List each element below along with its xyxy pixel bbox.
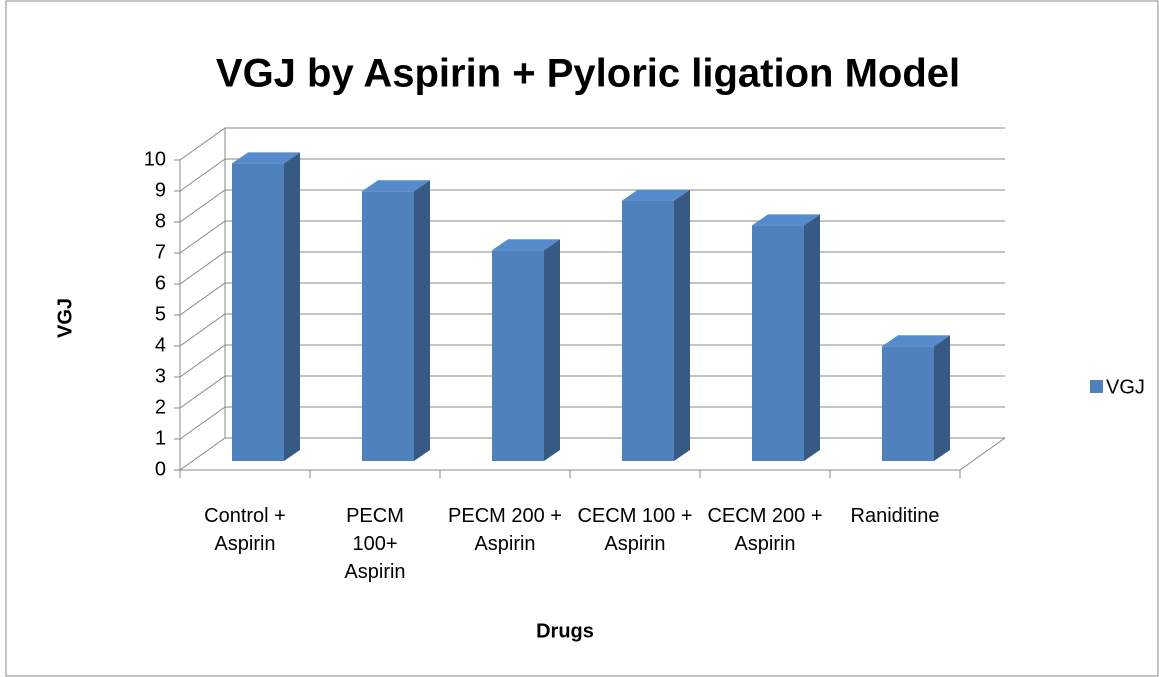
grid-line [179,282,1005,316]
grid-line [179,251,1005,285]
bar-face [414,180,430,462]
bar [622,189,690,461]
y-tick-label: 8 [155,210,166,232]
bar-face [362,191,414,462]
chart-border [5,0,1159,677]
grid-line [179,437,1005,471]
bar [492,239,560,461]
y-axis-label: VGJ [54,298,76,338]
grid-line [179,158,1005,192]
x-axis-label: Drugs [536,620,594,642]
bar-face [752,225,804,461]
x-tick-label: CECM 200 + Aspirin [707,505,823,555]
grid-line [179,220,1005,254]
x-tick-label: Control + Aspirin [204,505,286,555]
y-tick-label: 0 [155,458,166,480]
bar-face [882,335,950,347]
bar-face [674,189,690,461]
y-tick-label: 5 [155,303,166,325]
bar-face [232,152,300,164]
x-tick-label: Raniditine [850,505,940,527]
bar-face [934,335,950,461]
y-tick-label: 3 [155,365,166,387]
grid-line [179,406,1005,440]
grid-line [179,375,1005,409]
bar-face [284,152,300,461]
y-tick-label: 2 [155,396,166,418]
bar-face [544,239,560,461]
y-tick-label: 10 [144,148,166,170]
bar-face [882,346,934,461]
y-tick-label: 1 [155,427,166,449]
grid-line [179,344,1005,378]
bar [752,214,820,461]
bar [232,152,300,461]
bar-face [622,200,674,461]
x-tick-label: PECM 200 + Aspirin [448,505,562,555]
bar-face [752,214,820,226]
bar-face [492,250,544,461]
bar-face [804,214,820,461]
grid-line [179,127,1005,161]
y-tick-label: 7 [155,241,166,263]
x-tick-label: PECM 100+ Aspirin [344,505,406,583]
bar [362,180,430,462]
x-tick-label: CECM 100 + Aspirin [577,505,693,555]
grid-line [179,313,1005,347]
legend-label: VGJ [1106,376,1145,398]
y-tick-label: 4 [155,334,166,356]
bar [882,335,950,461]
bar-face [362,180,430,192]
grid-line [179,189,1005,223]
bar-face [492,239,560,251]
bar-face [232,163,284,461]
y-tick-label: 6 [155,272,166,294]
chart-title: VGJ by Aspirin + Pyloric ligation Model [216,52,960,96]
bar-face [622,189,690,201]
y-tick-label: 9 [155,179,166,201]
legend-swatch [1090,380,1103,393]
